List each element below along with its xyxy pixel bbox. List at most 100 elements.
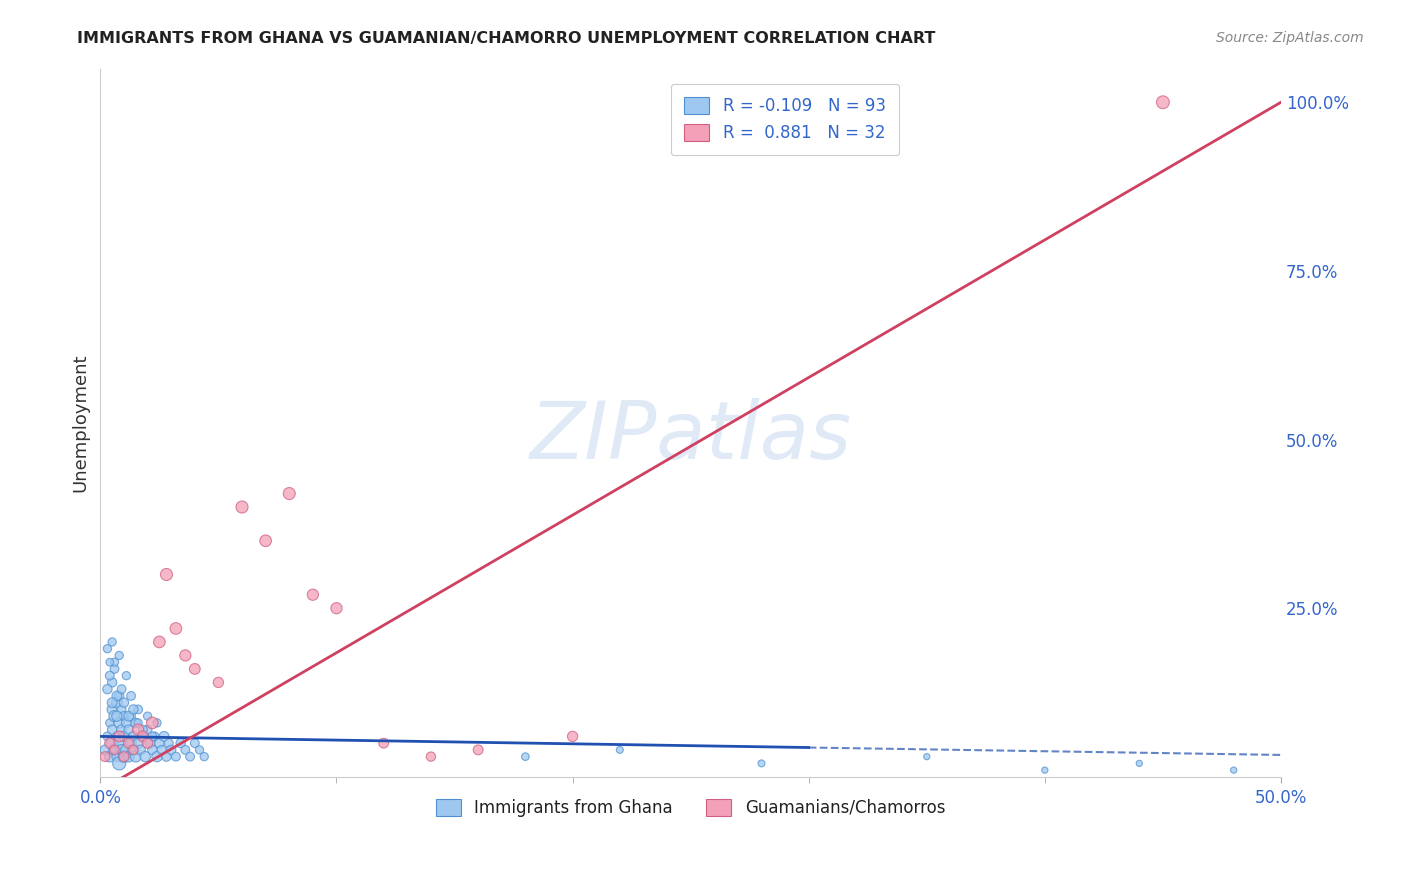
Point [467,743,489,757]
Point [118,736,141,750]
Point [139,736,162,750]
Point [169,736,191,750]
Point [122,743,145,757]
Point [101,675,124,690]
Point [110,702,132,716]
Point [302,588,325,602]
Point [751,756,773,771]
Point [108,689,131,703]
Point [108,756,131,771]
Point [101,635,124,649]
Point [143,730,166,744]
Text: ZIPatlas: ZIPatlas [530,398,852,475]
Point [112,749,135,764]
Point [132,730,155,744]
Point [120,689,142,703]
Point [122,730,145,744]
Point [157,736,180,750]
Point [561,730,583,744]
Point [127,702,149,716]
Point [96,682,118,697]
Point [515,749,537,764]
Point [174,648,197,663]
Point [101,696,124,710]
Point [193,749,215,764]
Point [105,749,128,764]
Point [127,736,149,750]
Point [118,749,141,764]
Point [231,500,253,514]
Point [101,702,124,716]
Point [103,743,125,757]
Point [105,689,128,703]
Point [94,743,117,757]
Point [184,662,207,676]
Point [118,709,141,723]
Point [103,662,125,676]
Point [108,730,131,744]
Point [148,635,170,649]
Point [101,736,124,750]
Point [118,723,141,737]
Point [174,743,197,757]
Point [419,749,441,764]
Point [96,730,118,744]
Point [112,749,135,764]
Point [136,709,159,723]
Point [146,715,169,730]
Point [1128,756,1150,771]
Point [165,622,187,636]
Text: IMMIGRANTS FROM GHANA VS GUAMANIAN/CHAMORRO UNEMPLOYMENT CORRELATION CHART: IMMIGRANTS FROM GHANA VS GUAMANIAN/CHAMO… [77,31,936,46]
Point [108,715,131,730]
Point [112,730,135,744]
Point [207,675,229,690]
Point [155,567,177,582]
Text: Source: ZipAtlas.com: Source: ZipAtlas.com [1216,31,1364,45]
Point [148,736,170,750]
Point [136,736,159,750]
Point [141,743,163,757]
Point [115,715,138,730]
Point [98,655,121,669]
Y-axis label: Unemployment: Unemployment [72,353,89,492]
Point [98,736,121,750]
Point [110,682,132,697]
Point [141,730,163,744]
Point [132,730,155,744]
Point [120,709,142,723]
Point [703,115,725,129]
Point [112,709,135,723]
Point [98,668,121,682]
Point [184,736,207,750]
Point [179,749,201,764]
Point [120,736,142,750]
Point [325,601,347,615]
Point [129,743,152,757]
Point [108,736,131,750]
Point [188,743,211,757]
Point [155,749,177,764]
Point [125,749,148,764]
Point [150,743,173,757]
Point [98,749,121,764]
Point [103,709,125,723]
Point [122,743,145,757]
Point [105,696,128,710]
Point [103,655,125,669]
Point [110,723,132,737]
Point [115,743,138,757]
Point [1033,763,1056,777]
Point [160,743,183,757]
Point [105,730,128,744]
Point [101,723,124,737]
Point [94,749,117,764]
Point [278,486,301,500]
Point [915,749,938,764]
Point [134,749,156,764]
Point [98,715,121,730]
Point [122,702,145,716]
Point [125,715,148,730]
Point [136,723,159,737]
Point [127,715,149,730]
Point [141,715,163,730]
